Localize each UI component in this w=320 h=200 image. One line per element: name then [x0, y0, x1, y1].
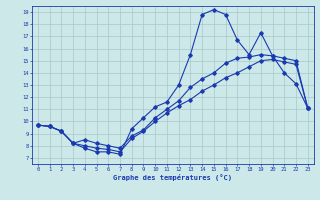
X-axis label: Graphe des températures (°C): Graphe des températures (°C) [113, 174, 232, 181]
